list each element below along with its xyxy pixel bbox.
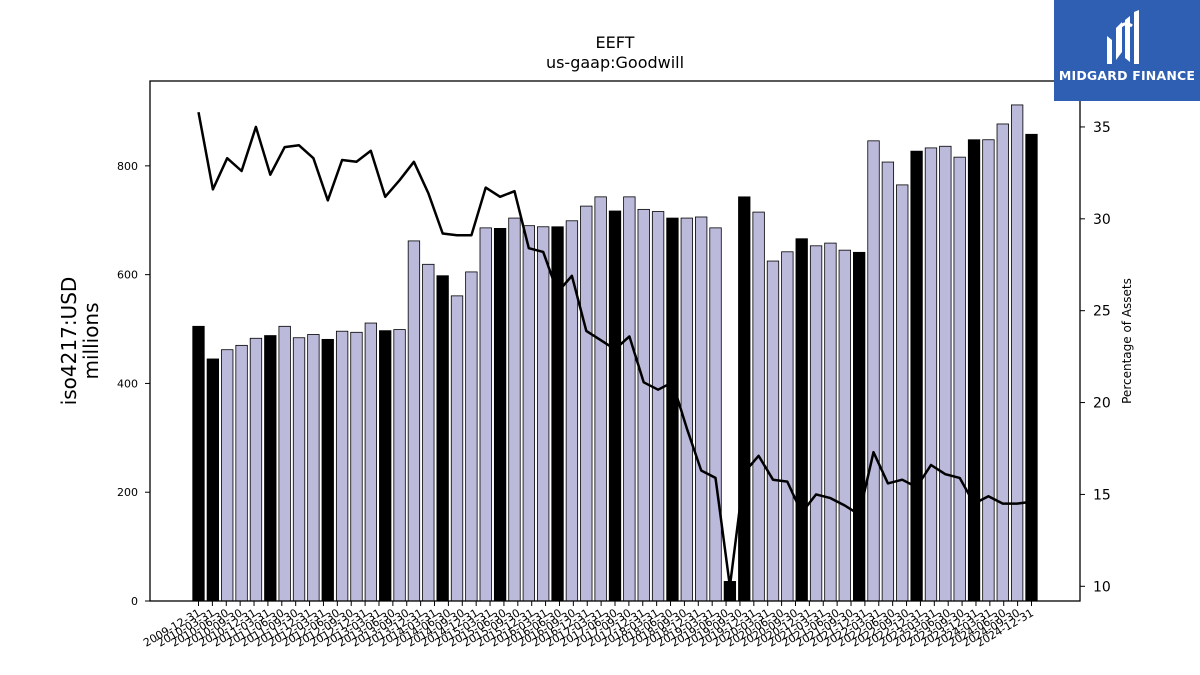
bar bbox=[809, 245, 823, 602]
y-tick-label: 600 bbox=[117, 269, 138, 282]
bar bbox=[996, 123, 1009, 602]
bar bbox=[795, 238, 808, 602]
bar bbox=[422, 263, 435, 602]
y2-tick-label: 10 bbox=[1093, 579, 1111, 595]
bar bbox=[967, 139, 981, 602]
bar bbox=[221, 349, 234, 602]
bar bbox=[206, 358, 220, 602]
bar bbox=[651, 211, 665, 602]
bar bbox=[379, 330, 392, 602]
bar bbox=[264, 335, 277, 602]
bar bbox=[738, 196, 751, 602]
bar bbox=[838, 249, 851, 602]
y-tick-label: 200 bbox=[117, 486, 138, 499]
bar bbox=[292, 337, 306, 602]
midgard-logo-icon bbox=[1107, 10, 1139, 64]
y-tick-label: 400 bbox=[117, 377, 138, 390]
bar bbox=[235, 344, 248, 602]
y2-tick-label: 35 bbox=[1093, 120, 1111, 136]
bar bbox=[924, 147, 938, 602]
bar bbox=[637, 208, 650, 602]
bar bbox=[450, 295, 464, 602]
bar-series bbox=[192, 104, 1038, 602]
bar bbox=[1025, 133, 1038, 602]
bar bbox=[393, 329, 406, 602]
bar bbox=[910, 150, 923, 602]
bar bbox=[695, 216, 708, 602]
y2-tick-label: 15 bbox=[1093, 487, 1111, 503]
bar bbox=[522, 225, 535, 602]
bar bbox=[508, 217, 521, 602]
bar bbox=[982, 139, 995, 602]
y2-tick-label: 20 bbox=[1093, 396, 1111, 412]
bar bbox=[307, 334, 320, 602]
bar bbox=[580, 205, 593, 602]
chart-title: EEFT bbox=[596, 33, 635, 52]
bar bbox=[939, 145, 952, 602]
bar bbox=[953, 156, 966, 602]
y-axis-label-line: iso4217:USD bbox=[57, 277, 81, 406]
chart-subtitle: us-gaap:Goodwill bbox=[546, 53, 684, 72]
bar bbox=[896, 184, 909, 602]
y2-tick-label: 25 bbox=[1093, 304, 1111, 320]
bar bbox=[335, 330, 349, 602]
bar bbox=[537, 226, 550, 602]
bar bbox=[824, 242, 837, 602]
y-axis-label-line: millions bbox=[79, 302, 103, 379]
bar bbox=[594, 196, 607, 602]
bar bbox=[666, 217, 679, 602]
line-series bbox=[197, 111, 1032, 588]
bar bbox=[436, 275, 449, 602]
bar bbox=[278, 325, 291, 602]
bar bbox=[680, 217, 693, 602]
y2-axis-label: Percentage of Assets bbox=[1120, 278, 1134, 404]
bar bbox=[479, 227, 492, 602]
bar bbox=[493, 228, 507, 602]
bar bbox=[752, 211, 765, 602]
line-pct-assets bbox=[197, 111, 1032, 588]
bar bbox=[407, 240, 421, 602]
bar bbox=[709, 227, 722, 602]
y-tick-label: 0 bbox=[131, 595, 138, 608]
brand-name: MIDGARD FINANCE bbox=[1058, 68, 1196, 83]
bar bbox=[766, 260, 780, 602]
bar bbox=[1010, 104, 1024, 602]
y2-tick-label: 30 bbox=[1093, 212, 1111, 228]
bar bbox=[249, 337, 263, 602]
bar bbox=[623, 196, 636, 602]
bar bbox=[465, 271, 478, 602]
bar bbox=[192, 325, 205, 602]
bar bbox=[881, 161, 895, 602]
bar bbox=[781, 251, 794, 602]
y-tick-label: 800 bbox=[117, 160, 138, 173]
bar bbox=[350, 331, 363, 602]
bar bbox=[853, 251, 866, 602]
bar bbox=[867, 140, 880, 602]
brand-logo: MIDGARD FINANCE bbox=[1054, 0, 1200, 101]
bar bbox=[364, 322, 377, 602]
bar bbox=[608, 210, 622, 602]
bar bbox=[321, 338, 334, 602]
